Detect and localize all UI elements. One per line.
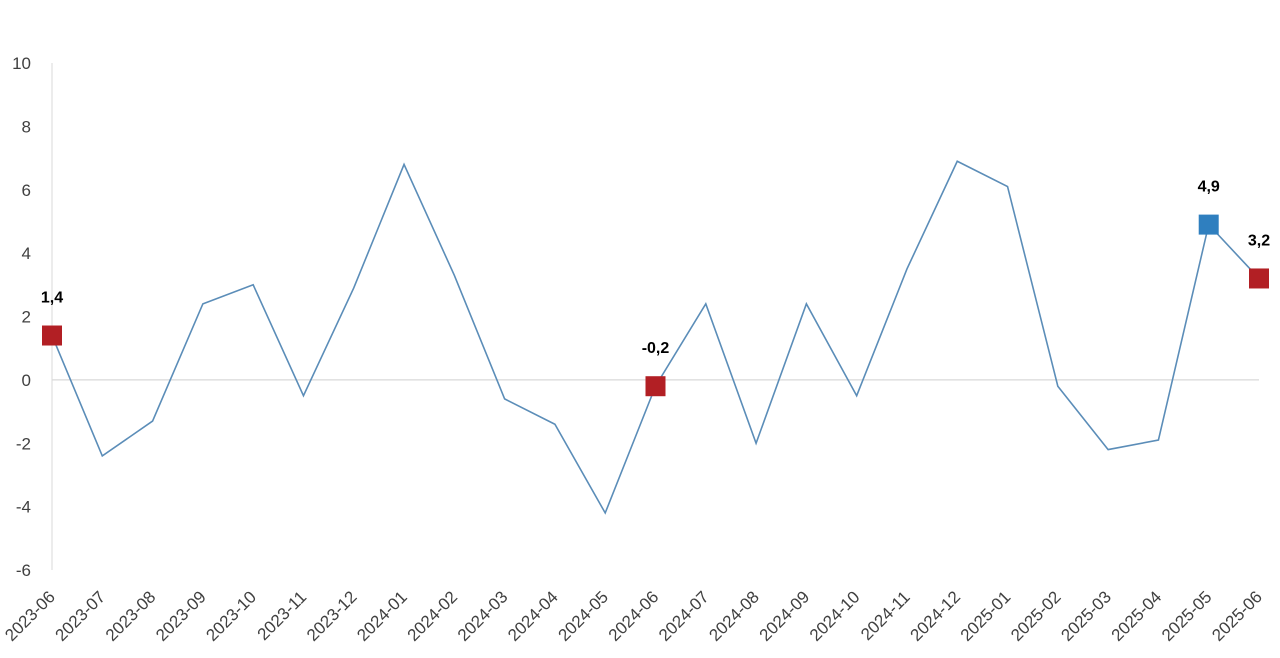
x-tick-label: 2024-10 [806, 587, 864, 645]
x-tick-label: 2024-01 [353, 587, 411, 645]
x-tick-label: 2024-04 [504, 587, 562, 645]
x-tick-label: 2024-12 [907, 587, 965, 645]
x-tick-label: 2024-06 [605, 587, 663, 645]
y-axis: -6 -4 -2 0 2 4 6 8 10 [12, 54, 1259, 580]
y-tick-label: -2 [16, 434, 31, 453]
x-tick-label: 2025-06 [1208, 587, 1266, 645]
y-tick-label: 2 [22, 308, 31, 327]
x-tick-label: 2024-09 [756, 587, 814, 645]
x-tick-label: 2023-11 [254, 587, 311, 644]
y-tick-label: 10 [12, 54, 31, 73]
x-tick-label: 2025-02 [1007, 587, 1065, 645]
x-tick-label: 2023-12 [303, 587, 361, 645]
x-tick-label: 2024-03 [454, 587, 512, 645]
series-layer [51, 160, 1260, 515]
x-axis: 2023-062023-072023-082023-092023-102023-… [1, 587, 1266, 645]
data-label: -0,2 [642, 340, 670, 357]
x-tick-label: 2025-03 [1057, 587, 1115, 645]
x-tick-label: 2023-09 [152, 587, 210, 645]
x-tick-label: 2025-01 [957, 587, 1015, 645]
x-tick-label: 2023-06 [1, 587, 59, 645]
x-tick-label: 2024-07 [655, 587, 713, 645]
series-line [51, 160, 1260, 515]
x-tick-label: 2023-08 [102, 587, 160, 645]
data-label: 4,9 [1198, 179, 1220, 196]
highlight-marker [645, 376, 666, 397]
y-tick-label: 8 [22, 117, 31, 136]
x-tick-label: 2025-05 [1158, 587, 1216, 645]
y-tick-label: -4 [16, 498, 31, 517]
highlight-marker [42, 325, 62, 346]
marker-layer: 1,4 -0,2 4,9 3,2 [41, 179, 1270, 397]
data-label: 1,4 [41, 290, 63, 307]
x-tick-label: 2025-04 [1108, 587, 1166, 645]
x-tick-label: 2023-07 [52, 587, 110, 645]
data-label: 3,2 [1248, 232, 1270, 249]
x-tick-label: 2024-05 [554, 587, 612, 645]
x-tick-label: 2023-10 [202, 587, 260, 645]
x-tick-label: 2024-08 [705, 587, 763, 645]
y-tick-label: 6 [22, 181, 31, 200]
highlight-marker [1249, 268, 1269, 289]
y-tick-label: 0 [22, 371, 31, 390]
x-tick-label: 2024-11 [857, 587, 914, 644]
y-tick-label: 4 [22, 244, 31, 263]
highlight-marker [1198, 214, 1219, 235]
y-tick-label: -6 [16, 561, 31, 580]
x-tick-label: 2024-02 [404, 587, 462, 645]
